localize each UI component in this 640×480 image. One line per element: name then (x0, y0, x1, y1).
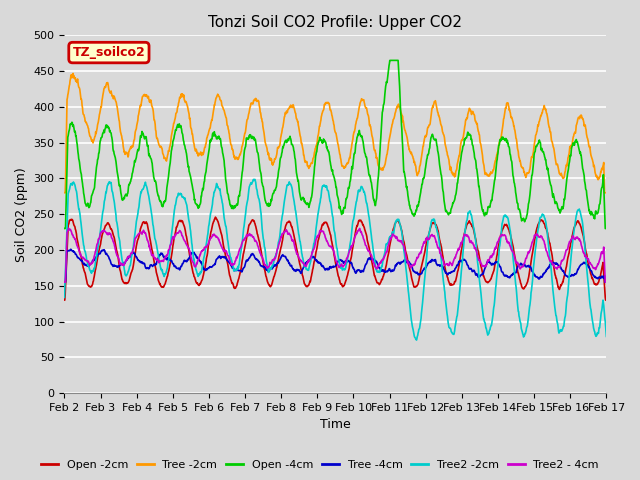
Text: TZ_soilco2: TZ_soilco2 (72, 46, 145, 59)
X-axis label: Time: Time (320, 419, 351, 432)
Title: Tonzi Soil CO2 Profile: Upper CO2: Tonzi Soil CO2 Profile: Upper CO2 (209, 15, 462, 30)
Legend: Open -2cm, Tree -2cm, Open -4cm, Tree -4cm, Tree2 -2cm, Tree2 - 4cm: Open -2cm, Tree -2cm, Open -4cm, Tree -4… (36, 456, 604, 474)
Y-axis label: Soil CO2 (ppm): Soil CO2 (ppm) (15, 167, 28, 262)
